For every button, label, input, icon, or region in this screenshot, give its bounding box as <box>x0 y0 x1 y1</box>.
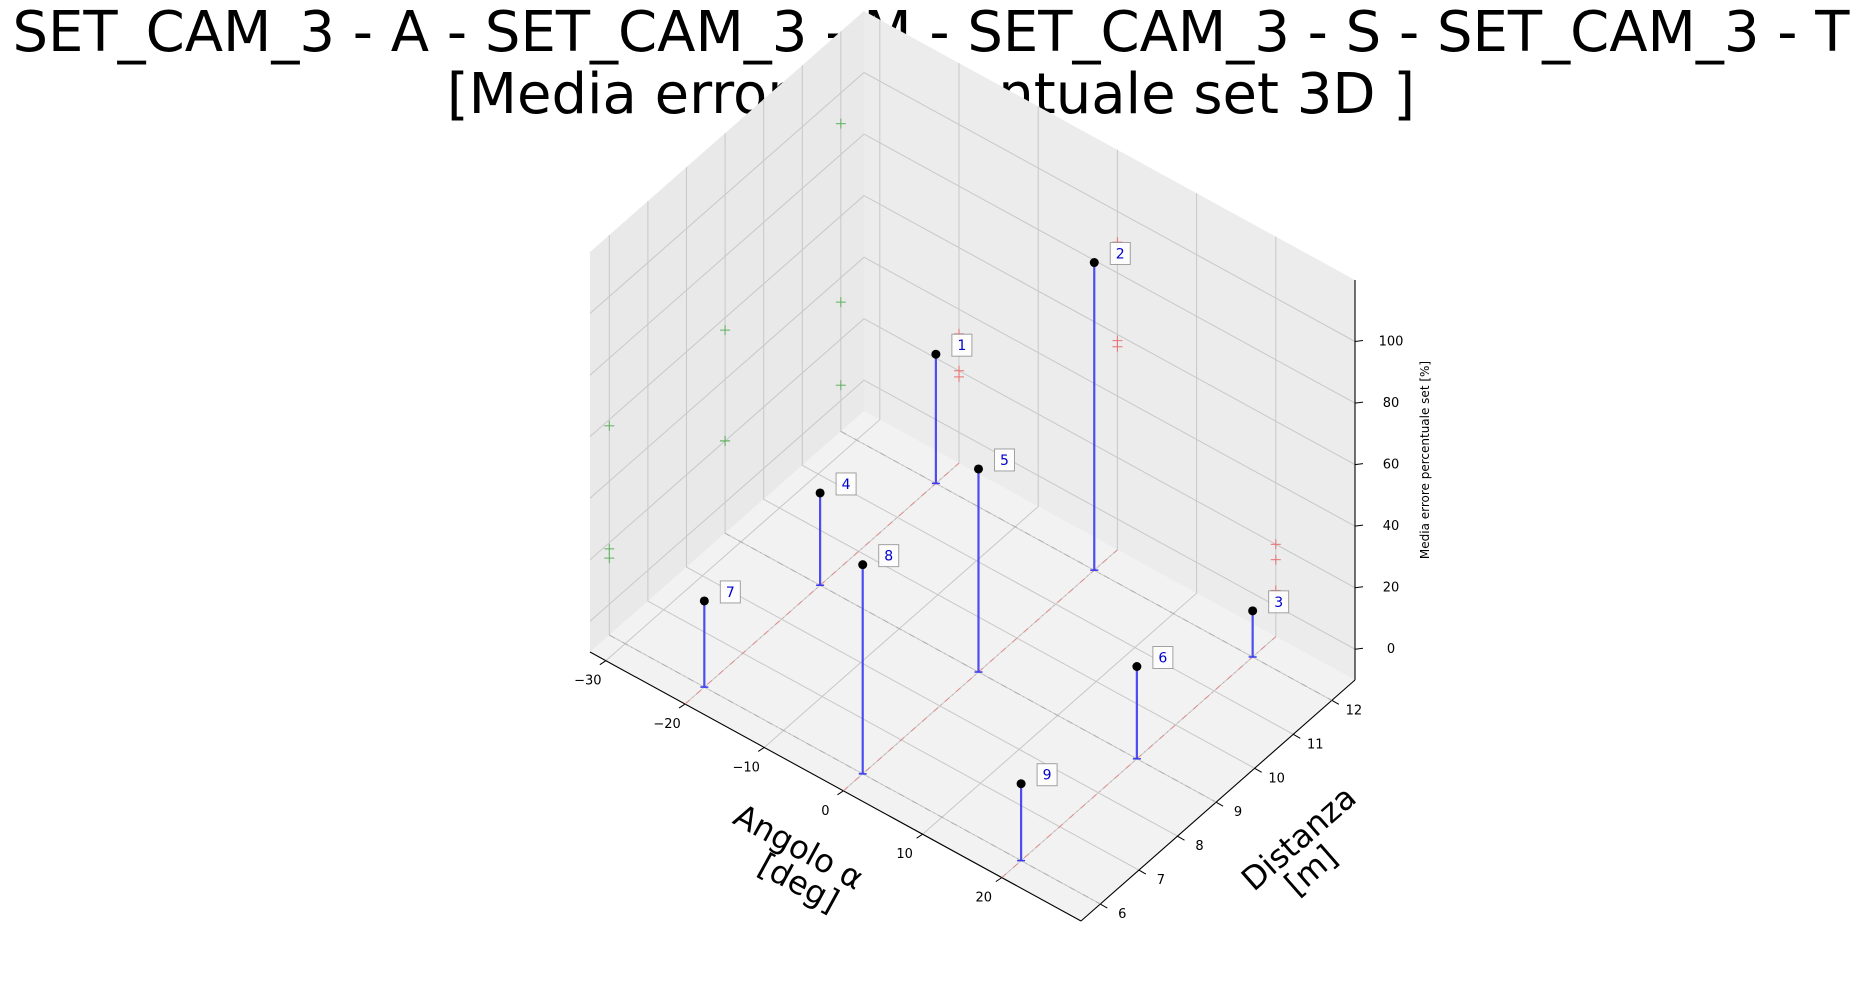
point-label-box <box>951 333 973 357</box>
x-tick-mark <box>995 877 1003 883</box>
x-axis-line <box>589 651 1082 922</box>
y-tick-label: 11 <box>1307 737 1324 752</box>
floor-pane <box>590 411 1355 921</box>
point-label-box <box>1152 646 1174 670</box>
z-tick-label: 80 <box>1383 396 1400 411</box>
point-label: 8 <box>884 549 893 565</box>
point-label-box <box>1036 763 1058 787</box>
x-tick-mark <box>837 790 844 796</box>
point-label: 5 <box>1000 453 1009 469</box>
point-label-box <box>993 448 1015 472</box>
z-grid-line <box>589 379 1356 650</box>
z-grid-line <box>589 256 1356 527</box>
data-point <box>1248 606 1258 616</box>
data-point <box>1132 662 1142 672</box>
point-label: 3 <box>1274 595 1283 611</box>
z-tick-label: 0 <box>1387 642 1395 657</box>
x-grid-line <box>922 193 1198 835</box>
y-tick-mark <box>1100 903 1108 909</box>
data-point <box>1016 779 1026 789</box>
data-point-labels: 1 2 3 4 5 6 7 8 9 <box>719 242 1290 787</box>
z-tick-label: 40 <box>1383 519 1400 534</box>
point-label-box <box>878 544 900 568</box>
data-stems <box>699 258 1258 862</box>
y-tick-mark <box>1215 801 1224 807</box>
x-projection-line <box>843 549 1118 792</box>
x-projection-line <box>1001 636 1277 878</box>
x-projection-line <box>684 462 960 705</box>
y-grid-line <box>686 167 1178 837</box>
point-label: 9 <box>1043 768 1052 784</box>
y-grid-line <box>840 31 1333 701</box>
x-tick-label: −10 <box>733 760 760 775</box>
z-grid-line <box>589 318 1356 589</box>
x-grid-line <box>605 19 881 662</box>
y-tick-label: 7 <box>1157 873 1165 888</box>
z-tick-label: 100 <box>1379 335 1404 350</box>
y-tick-mark <box>1331 699 1340 705</box>
y-projection-line <box>840 430 1333 701</box>
data-point <box>699 596 709 606</box>
x-tick-label: 10 <box>896 847 913 862</box>
axis-edges <box>589 280 1356 922</box>
x-tick-mark <box>678 703 686 709</box>
x-grid-line <box>763 106 1039 748</box>
data-point <box>931 349 941 359</box>
z-grid-line <box>589 133 1356 404</box>
y-tick-label: 9 <box>1234 805 1242 820</box>
y-grid-line <box>763 99 1255 769</box>
z-grid-line <box>589 194 1356 466</box>
y-tick-mark <box>1138 869 1147 875</box>
y-projection-line <box>609 634 1101 905</box>
point-label: 6 <box>1158 651 1167 667</box>
point-label-box <box>835 472 857 496</box>
data-point <box>973 464 983 474</box>
y-tick-label: 12 <box>1346 703 1363 718</box>
point-label-box <box>1268 590 1290 614</box>
z-tick-label: 20 <box>1383 581 1400 596</box>
x-tick-label: −20 <box>653 717 680 732</box>
data-point <box>858 560 868 570</box>
data-point <box>815 488 825 498</box>
z-tick-mark <box>1354 524 1364 527</box>
x-tick-label: −30 <box>574 674 601 689</box>
point-label-box <box>719 580 741 604</box>
y-grid-line <box>647 201 1140 871</box>
z-tick-mark <box>1354 586 1364 589</box>
left-pane <box>590 11 864 652</box>
y-tick-label: 6 <box>1118 907 1126 922</box>
y-tick-label: 8 <box>1195 839 1203 854</box>
z-tick-mark <box>1354 340 1364 343</box>
y-tick-mark <box>1254 767 1262 773</box>
y-tick-mark <box>1293 733 1301 739</box>
z-tick-mark <box>1354 463 1364 466</box>
y-projection-line <box>724 532 1217 803</box>
y-tick-label: 10 <box>1268 771 1285 786</box>
x-tick-mark <box>757 747 765 752</box>
axes-panes <box>590 11 1355 921</box>
z-grid-line <box>589 71 1356 342</box>
back-pane <box>864 11 1355 680</box>
x-tick-mark <box>916 833 923 839</box>
x-tick-label: 0 <box>821 804 829 819</box>
point-label-box <box>1109 242 1131 266</box>
y-grid-line <box>608 235 1101 905</box>
x-tick-mark <box>599 660 607 666</box>
z-tick-mark <box>1354 647 1364 650</box>
point-label: 4 <box>842 477 851 493</box>
z-axis-label: Media errore percentuale set [%] <box>1418 361 1432 559</box>
point-label: 1 <box>957 338 966 354</box>
z-tick-label: 60 <box>1383 458 1400 473</box>
point-label: 2 <box>1116 247 1125 263</box>
y-tick-mark <box>1177 835 1185 841</box>
z-tick-mark <box>1354 401 1364 404</box>
x-tick-label: 20 <box>976 891 993 906</box>
point-label: 7 <box>726 585 735 601</box>
axis-ticks: −30 −20 −10 0 10 20 6 7 8 9 10 11 12 0 20 40 60 80 100 <box>574 335 1403 922</box>
data-point <box>1089 258 1099 268</box>
y-axis-line <box>1080 679 1356 922</box>
y-grid-line <box>801 65 1294 735</box>
